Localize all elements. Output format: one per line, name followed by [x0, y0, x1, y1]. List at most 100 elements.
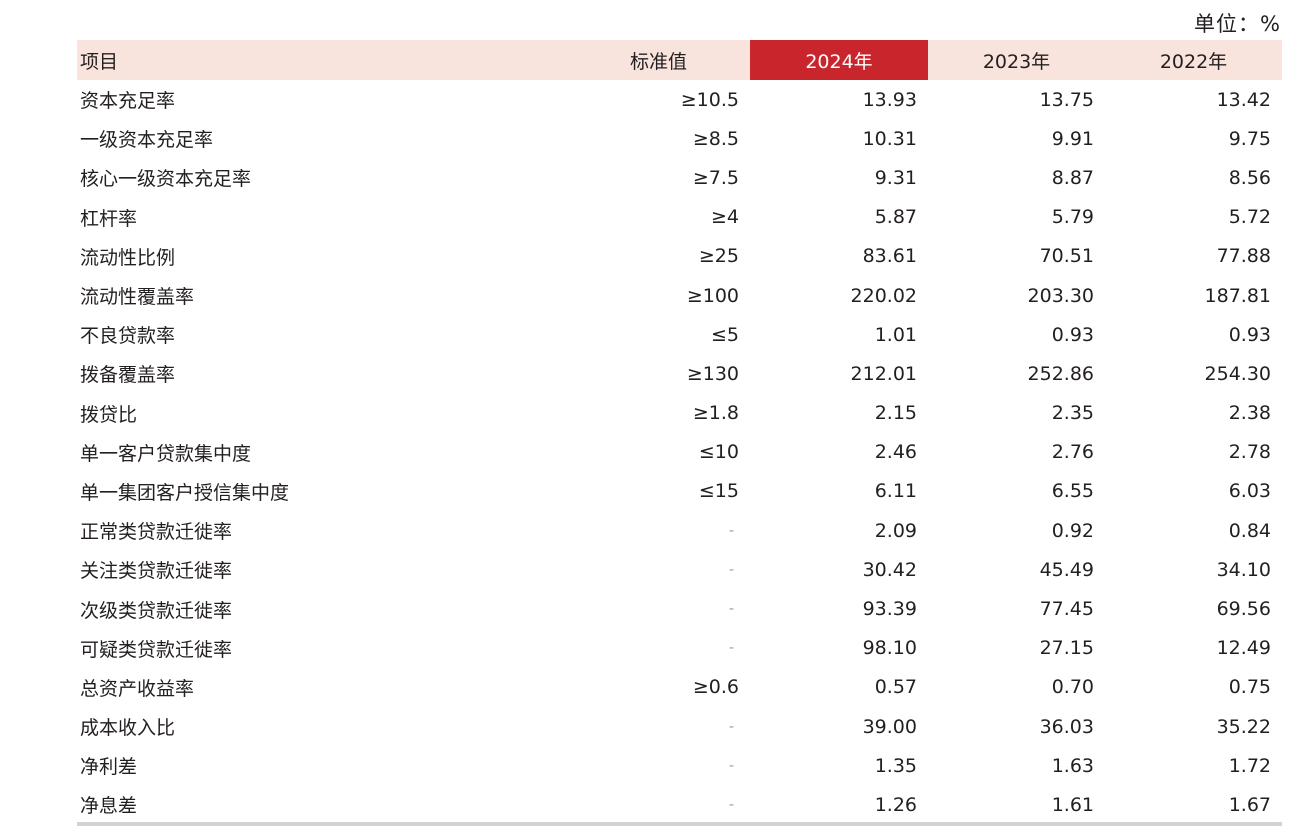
metric-name: 流动性覆盖率	[80, 286, 195, 309]
value-2022: 13.42	[1216, 88, 1271, 111]
metric-name: 净利差	[80, 756, 138, 779]
standard-value: ≤10	[698, 441, 739, 464]
value-2022: 12.49	[1216, 637, 1271, 660]
table-row: 净利差 - 1.35 1.63 1.72	[77, 746, 1282, 785]
standard-value: ≥10.5	[680, 88, 739, 111]
metric-name: 可疑类贷款迁徙率	[80, 638, 233, 661]
value-2022: 2.38	[1228, 402, 1271, 425]
value-2024: 2.15	[874, 402, 917, 425]
value-2024: 10.31	[862, 127, 917, 150]
value-2024: 1.01	[874, 323, 917, 346]
value-2023: 2.76	[1051, 441, 1094, 464]
standard-value: ≤5	[710, 323, 739, 346]
value-2024: 2.09	[874, 519, 917, 542]
value-2022: 34.10	[1216, 558, 1271, 581]
value-2024: 98.10	[862, 637, 917, 660]
value-2022: 0.93	[1228, 323, 1271, 346]
standard-value: ≥25	[698, 245, 739, 268]
metric-name: 杠杆率	[80, 207, 138, 230]
metric-name: 成本收入比	[80, 717, 176, 740]
table-body: 资本充足率 ≥10.5 13.93 13.75 13.42 一级资本充足率 ≥8.5 10.3…	[77, 80, 1282, 825]
metric-name: 资本充足率	[80, 90, 176, 113]
value-2022: 6.03	[1228, 480, 1271, 503]
value-2022: 0.75	[1228, 676, 1271, 699]
table-row: 核心一级资本充足率 ≥7.5 9.31 8.87 8.56	[77, 158, 1282, 197]
value-2023: 1.61	[1051, 793, 1094, 816]
column-header-year-2024: 2024年	[750, 40, 928, 80]
table-row: 单一客户贷款集中度 ≤10 2.46 2.76 2.78	[77, 433, 1282, 472]
table-header-row: 项目 标准值 2024年 2023年 2022年	[77, 40, 1282, 80]
value-2024: 83.61	[862, 245, 917, 268]
value-2023: 8.87	[1051, 166, 1094, 189]
table-row: 流动性覆盖率 ≥100 220.02 203.30 187.81	[77, 276, 1282, 315]
table-row: 杠杆率 ≥4 5.87 5.79 5.72	[77, 198, 1282, 237]
metric-name: 单一集团客户授信集中度	[80, 481, 290, 504]
metric-name: 核心一级资本充足率	[80, 168, 252, 191]
value-2023: 6.55	[1051, 480, 1094, 503]
value-2024: 1.35	[874, 754, 917, 777]
table-row: 不良贷款率 ≤5 1.01 0.93 0.93	[77, 315, 1282, 354]
value-2022: 187.81	[1204, 284, 1271, 307]
column-header-year-2023: 2023年	[982, 50, 1051, 73]
table-row: 次级类贷款迁徙率 - 93.39 77.45 69.56	[77, 589, 1282, 628]
value-2023: 0.93	[1051, 323, 1094, 346]
value-2024: 5.87	[874, 206, 917, 229]
standard-value: -	[728, 757, 734, 774]
standard-value: ≥100	[686, 284, 739, 307]
value-2024: 13.93	[862, 88, 917, 111]
value-2024: 9.31	[874, 166, 917, 189]
metric-name: 不良贷款率	[80, 325, 176, 348]
value-2023: 2.35	[1051, 402, 1094, 425]
metric-name: 关注类贷款迁徙率	[80, 560, 233, 583]
standard-value: ≥1.8	[692, 402, 739, 425]
column-header-standard: 标准值	[630, 50, 688, 73]
metric-name: 拨备覆盖率	[80, 364, 176, 387]
standard-value: ≥130	[686, 362, 739, 385]
value-2024: 0.57	[874, 676, 917, 699]
table-row: 拨贷比 ≥1.8 2.15 2.35 2.38	[77, 394, 1282, 433]
metric-name: 次级类贷款迁徙率	[80, 599, 233, 622]
column-header-item: 项目	[80, 50, 119, 73]
standard-value: -	[728, 601, 734, 618]
value-2023: 45.49	[1039, 558, 1094, 581]
value-2023: 203.30	[1027, 284, 1094, 307]
value-2022: 8.56	[1228, 166, 1271, 189]
value-2024: 39.00	[862, 715, 917, 738]
table-row: 净息差 - 1.26 1.61 1.67	[77, 785, 1282, 824]
value-2023: 5.79	[1051, 206, 1094, 229]
table-row: 一级资本充足率 ≥8.5 10.31 9.91 9.75	[77, 119, 1282, 158]
table-row: 可疑类贷款迁徙率 - 98.10 27.15 12.49	[77, 629, 1282, 668]
standard-value: -	[728, 522, 734, 539]
standard-value: -	[728, 718, 734, 735]
table-row: 总资产收益率 ≥0.6 0.57 0.70 0.75	[77, 668, 1282, 707]
metric-name: 一级资本充足率	[80, 129, 214, 152]
table-row: 单一集团客户授信集中度 ≤15 6.11 6.55 6.03	[77, 472, 1282, 511]
value-2023: 1.63	[1051, 754, 1094, 777]
value-2022: 69.56	[1216, 598, 1271, 621]
value-2024: 6.11	[874, 480, 917, 503]
value-2022: 5.72	[1228, 206, 1271, 229]
metric-name: 单一客户贷款集中度	[80, 442, 252, 465]
standard-value: ≤15	[698, 480, 739, 503]
table-row: 关注类贷款迁徙率 - 30.42 45.49 34.10	[77, 550, 1282, 589]
table-row: 正常类贷款迁徙率 - 2.09 0.92 0.84	[77, 511, 1282, 550]
table-bottom-rule	[77, 822, 1282, 826]
column-header-year-2022: 2022年	[1159, 50, 1228, 73]
value-2024: 2.46	[874, 441, 917, 464]
table-row: 流动性比例 ≥25 83.61 70.51 77.88	[77, 237, 1282, 276]
value-2022: 1.67	[1228, 793, 1271, 816]
value-2023: 36.03	[1039, 715, 1094, 738]
value-2023: 70.51	[1039, 245, 1094, 268]
value-2022: 77.88	[1216, 245, 1271, 268]
unit-label: 单位：%	[1194, 12, 1281, 36]
value-2024: 220.02	[850, 284, 917, 307]
regulatory-metrics-table: 项目 标准值 2024年 2023年 2022年 资本充足率 ≥10.5 13.93…	[77, 40, 1282, 825]
metric-name: 正常类贷款迁徙率	[80, 521, 233, 544]
value-2024: 30.42	[862, 558, 917, 581]
standard-value: -	[728, 561, 734, 578]
value-2024: 93.39	[862, 598, 917, 621]
metric-name: 流动性比例	[80, 246, 176, 269]
value-2023: 252.86	[1027, 362, 1094, 385]
standard-value: ≥8.5	[692, 127, 739, 150]
value-2023: 0.70	[1051, 676, 1094, 699]
